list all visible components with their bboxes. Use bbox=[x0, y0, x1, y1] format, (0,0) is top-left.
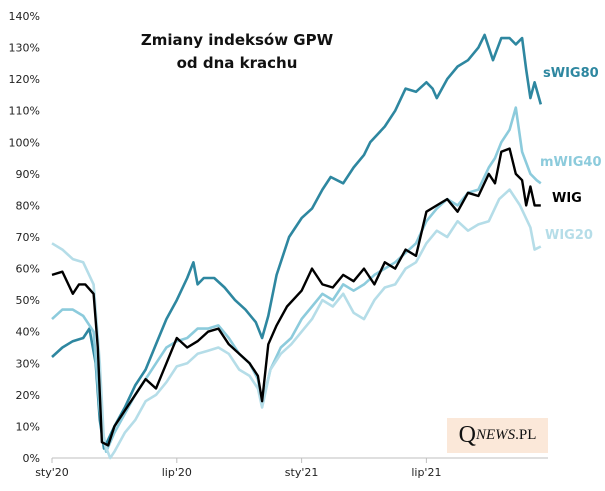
x-tick-label: sty'20 bbox=[35, 466, 69, 479]
logo-q: Q bbox=[458, 422, 476, 448]
logo-news: NEWS bbox=[475, 427, 516, 443]
qnews-logo: Q NEWS .PL bbox=[447, 418, 548, 453]
y-tick-label: 140% bbox=[9, 10, 40, 23]
y-tick-label: 10% bbox=[16, 420, 40, 433]
y-tick-label: 90% bbox=[16, 168, 40, 181]
y-tick-label: 30% bbox=[16, 357, 40, 370]
series-label-mwig40: mWIG40 bbox=[540, 155, 601, 170]
x-tick-label: lip'20 bbox=[162, 466, 192, 479]
chart-title-line-1: Zmiany indeksów GPW bbox=[141, 31, 334, 49]
y-tick-label: 130% bbox=[9, 42, 40, 55]
logo-pl: .PL bbox=[515, 427, 537, 443]
series-line-wig bbox=[51, 147, 541, 447]
x-tick-label: sty'21 bbox=[285, 466, 319, 479]
x-tick-label: lip'21 bbox=[411, 466, 441, 479]
chart-title-line-2: od dna krachu bbox=[177, 54, 298, 72]
y-tick-label: 100% bbox=[9, 136, 40, 149]
series-label-wig: WIG bbox=[552, 191, 582, 206]
y-tick-label: 110% bbox=[9, 105, 40, 118]
series-label-swig80: sWIG80 bbox=[543, 66, 599, 81]
y-tick-label: 80% bbox=[16, 199, 40, 212]
y-tick-label: 120% bbox=[9, 73, 40, 86]
y-tick-label: 50% bbox=[16, 294, 40, 307]
series-label-wig20: WIG20 bbox=[545, 228, 593, 243]
y-tick-label: 0% bbox=[23, 452, 40, 465]
series-line-swig80 bbox=[51, 33, 543, 450]
y-tick-label: 40% bbox=[16, 326, 40, 339]
y-tick-label: 20% bbox=[16, 389, 40, 402]
series-line-wig20 bbox=[51, 188, 542, 460]
y-tick-label: 60% bbox=[16, 263, 40, 276]
series-line-mwig40 bbox=[51, 106, 542, 453]
y-tick-label: 70% bbox=[16, 231, 40, 244]
